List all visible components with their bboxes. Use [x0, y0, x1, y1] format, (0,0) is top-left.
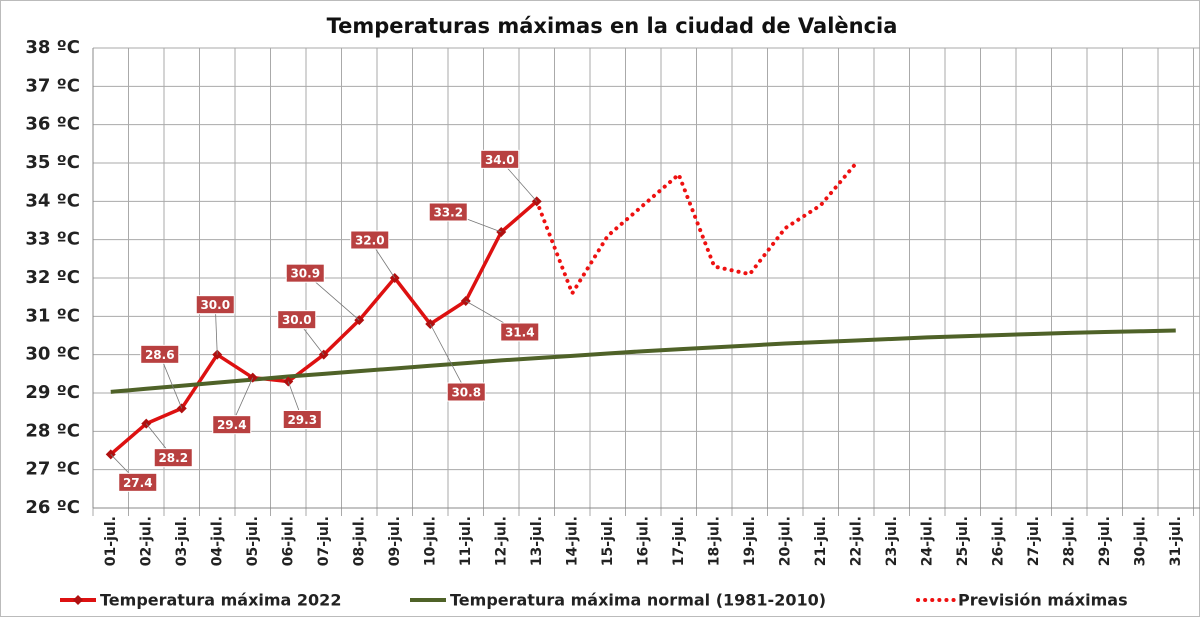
x-tick-label: 23-jul.: [884, 516, 900, 566]
data-label: 31.4: [505, 326, 535, 340]
x-tick-label: 18-jul.: [706, 516, 722, 566]
label-box: [153, 448, 193, 468]
data-label: 28.2: [158, 451, 188, 465]
y-tick-label: 33 ºC: [25, 229, 80, 250]
label-box: [446, 382, 486, 402]
x-tick-label: 04-jul.: [209, 516, 225, 566]
x-tick-label: 26-jul.: [990, 516, 1006, 566]
x-tick-label: 13-jul.: [529, 516, 545, 566]
x-tick-label: 25-jul.: [955, 516, 971, 566]
x-tick-label: 01-jul.: [103, 516, 119, 566]
legend-label: Temperatura máxima 2022: [100, 591, 341, 610]
data-label: 33.2: [433, 206, 463, 220]
y-tick-label: 38 ºC: [25, 37, 80, 58]
x-tick-label: 31-jul.: [1168, 516, 1184, 566]
x-tick-label: 24-jul.: [919, 516, 935, 566]
x-tick-label: 28-jul.: [1061, 516, 1077, 566]
label-leader: [429, 323, 467, 393]
y-tick-label: 36 ºC: [25, 114, 80, 135]
chart-title: Temperaturas máximas en la ciudad de Val…: [327, 14, 898, 38]
label-box: [480, 149, 520, 169]
x-tick-label: 29-jul.: [1097, 516, 1113, 566]
data-label: 29.4: [217, 418, 247, 432]
data-label: 28.6: [145, 348, 175, 362]
x-tick-label: 19-jul.: [742, 516, 758, 566]
legend-label: Temperatura máxima normal (1981-2010): [450, 591, 826, 610]
x-tick-label: 12-jul.: [493, 516, 509, 566]
series-line: [534, 161, 859, 296]
x-tick-label: 15-jul.: [600, 516, 616, 566]
x-tick-label: 06-jul.: [280, 516, 296, 566]
data-label: 27.4: [123, 476, 153, 490]
label-box: [500, 322, 540, 342]
label-box: [428, 202, 468, 222]
data-label: 34.0: [485, 153, 515, 167]
label-box: [118, 472, 158, 492]
x-tick-label: 20-jul.: [777, 516, 793, 566]
label-box: [282, 410, 322, 429]
y-tick-label: 30 ºC: [25, 344, 80, 365]
x-tick-label: 14-jul.: [564, 516, 580, 566]
label-box: [212, 415, 252, 435]
data-label: 30.0: [200, 298, 230, 312]
legend-label: Previsión máximas: [958, 591, 1128, 610]
y-tick-label: 32 ºC: [25, 267, 80, 288]
y-tick-label: 28 ºC: [25, 420, 80, 441]
legend-marker: [73, 595, 83, 605]
label-box: [285, 263, 325, 283]
x-tick-label: 05-jul.: [245, 516, 261, 566]
data-label: 32.0: [355, 234, 385, 248]
x-tick-label: 27-jul.: [1026, 516, 1042, 566]
x-tick-label: 02-jul.: [138, 516, 154, 566]
x-tick-label: 09-jul.: [387, 516, 403, 566]
y-tick-label: 37 ºC: [25, 75, 80, 96]
y-tick-label: 35 ºC: [25, 152, 80, 173]
data-label: 30.9: [290, 267, 320, 281]
label-box: [195, 295, 235, 315]
x-tick-label: 03-jul.: [174, 516, 190, 566]
x-tick-label: 11-jul.: [458, 516, 474, 566]
label-box: [277, 310, 317, 330]
x-tick-label: 07-jul.: [316, 516, 332, 566]
x-tick-label: 16-jul.: [635, 516, 651, 566]
y-tick-label: 27 ºC: [25, 459, 80, 480]
x-tick-label: 08-jul.: [351, 516, 367, 566]
data-label: 30.8: [451, 386, 481, 400]
x-tick-label: 17-jul.: [671, 516, 687, 566]
y-tick-label: 34 ºC: [25, 190, 80, 211]
y-tick-label: 26 ºC: [25, 497, 80, 518]
y-tick-label: 29 ºC: [25, 382, 80, 403]
data-label: 29.3: [287, 413, 317, 427]
x-tick-label: 22-jul.: [848, 516, 864, 566]
x-tick-label: 10-jul.: [422, 516, 438, 566]
data-label: 30.0: [282, 313, 312, 327]
x-tick-label: 21-jul.: [813, 516, 829, 566]
label-box: [140, 344, 180, 364]
label-box: [350, 230, 390, 250]
y-tick-label: 31 ºC: [25, 305, 80, 326]
x-tick-label: 30-jul.: [1132, 516, 1148, 566]
